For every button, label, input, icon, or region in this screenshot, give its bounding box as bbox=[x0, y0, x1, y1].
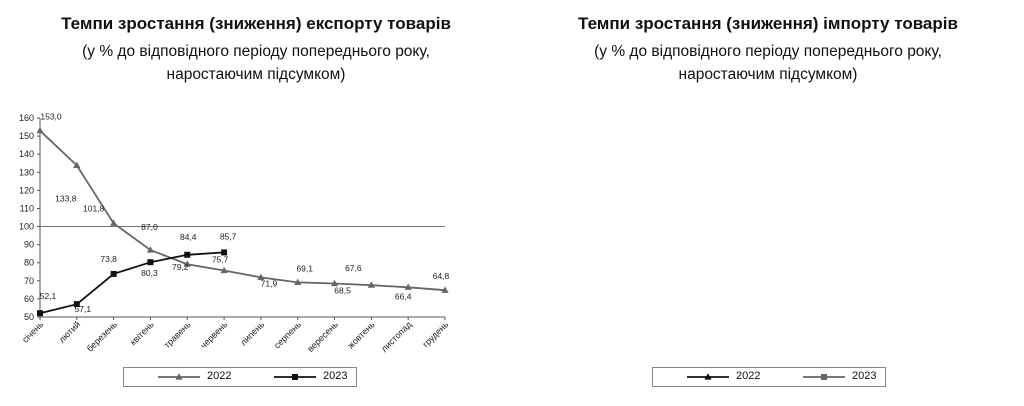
export-series-2022-point bbox=[73, 161, 81, 168]
export-series-2022-point bbox=[146, 246, 155, 253]
export-series-2022-data-label: 75,7 bbox=[212, 255, 229, 265]
export-series-2023-point bbox=[73, 301, 80, 308]
export-y-tick-label: 140 bbox=[19, 149, 34, 159]
export-series-2022-point bbox=[441, 286, 449, 293]
legend-item-2022: 2022 bbox=[653, 368, 769, 386]
export-series-2023-point bbox=[110, 270, 117, 277]
export-series-2023-point bbox=[147, 259, 154, 266]
import-chart-plot: 708090100110120130140150160січеньлютийбе… bbox=[512, 0, 1024, 406]
export-series-2022-data-label: 133,8 bbox=[55, 193, 77, 203]
legend-swatch-2022 bbox=[687, 373, 729, 380]
export-x-tick-label: березень bbox=[85, 319, 120, 354]
export-series-2022-point bbox=[294, 278, 302, 286]
import-chart-subtitle-line1: (у % до відповідного періоду попередньог… bbox=[594, 43, 942, 60]
export-series-2023-data-label: 52,1 bbox=[40, 291, 57, 301]
legend-swatch-marker bbox=[704, 373, 712, 380]
import-chart-subtitle-line2: наростаючим підсумком) bbox=[678, 66, 858, 83]
export-y-tick-label: 90 bbox=[24, 240, 34, 250]
export-x-tick-label: жовтень bbox=[345, 319, 377, 351]
import-chart-legend: 2022 2023 bbox=[652, 367, 886, 387]
export-y-tick-label: 50 bbox=[24, 312, 34, 322]
export-series-2022-data-label: 67,6 bbox=[345, 263, 362, 273]
export-y-tick-label: 80 bbox=[24, 258, 34, 268]
export-series-2022-point bbox=[367, 281, 375, 288]
export-series-2022-data-label: 68,5 bbox=[334, 286, 351, 296]
legend-item-2022: 2022 bbox=[124, 368, 240, 386]
export-y-tick-label: 70 bbox=[24, 276, 34, 286]
export-x-tick-label: липень bbox=[238, 319, 266, 347]
export-x-tick-label: червень bbox=[198, 319, 229, 350]
export-chart-title: Темпи зростання (зниження) експорту това… bbox=[61, 14, 451, 33]
export-series-2022-data-label: 153,0 bbox=[40, 112, 62, 122]
legend-swatch-2023 bbox=[803, 374, 845, 380]
legend-swatch-marker bbox=[821, 374, 827, 380]
export-series-2022-point bbox=[404, 283, 412, 290]
export-series-2022-point bbox=[183, 260, 191, 267]
export-y-tick-label: 160 bbox=[19, 113, 34, 123]
legend-label: 2023 bbox=[852, 370, 877, 382]
legend-label: 2022 bbox=[736, 370, 761, 382]
export-y-tick-label: 100 bbox=[19, 222, 34, 232]
export-series-2022-data-label: 79,2 bbox=[172, 262, 189, 272]
export-y-tick-label: 130 bbox=[19, 167, 34, 177]
export-y-tick-label: 110 bbox=[20, 203, 34, 213]
legend-item-2023: 2023 bbox=[240, 368, 356, 386]
legend-swatch-2023 bbox=[274, 374, 316, 380]
export-series-2022-data-label: 87,0 bbox=[141, 222, 158, 232]
export-series-2023-data-label: 85,7 bbox=[220, 231, 237, 241]
legend-label: 2023 bbox=[323, 370, 348, 382]
export-series-2023-line bbox=[39, 251, 225, 315]
legend-label: 2022 bbox=[207, 370, 232, 382]
export-y-tick-label: 60 bbox=[24, 294, 34, 304]
export-series-2022-point bbox=[257, 273, 265, 280]
export-x-tick-label: травень bbox=[162, 319, 193, 350]
export-chart-plot: 50 60 70 80 90 100 110 120 130 140 150 160 січень лют… bbox=[19, 112, 451, 354]
import-chart-panel: Темпи зростання (зниження) імпорту товар… bbox=[512, 0, 1024, 406]
export-series-2022-line bbox=[39, 130, 446, 292]
export-x-tick-label: серпень bbox=[272, 319, 303, 350]
export-series-2022-data-label: 66,4 bbox=[395, 291, 412, 301]
export-series-2023-point bbox=[37, 310, 43, 317]
export-series-2023-data-label: 84,4 bbox=[180, 232, 197, 242]
export-x-tick-label: лютий bbox=[57, 319, 82, 344]
import-chart-title: Темпи зростання (зниження) імпорту товар… bbox=[578, 14, 958, 33]
legend-swatch-marker bbox=[175, 373, 183, 380]
export-series-2022-point bbox=[36, 126, 44, 134]
export-series-2022-point bbox=[110, 219, 118, 226]
legend-swatch-marker bbox=[292, 374, 298, 380]
export-series-2023-data-label: 73,8 bbox=[100, 254, 117, 264]
export-x-tick-label: грудень bbox=[420, 319, 450, 349]
export-series-2022-data-label: 101,8 bbox=[83, 203, 105, 213]
export-series-2022-data-label: 69,1 bbox=[296, 263, 313, 273]
export-series-2022-data-label: 71,9 bbox=[261, 278, 278, 288]
export-series-2022-point bbox=[220, 266, 228, 274]
export-x-tick-label: вересень bbox=[305, 319, 340, 354]
export-y-tick-label: 120 bbox=[19, 185, 34, 195]
export-x-tick-label: січень bbox=[20, 319, 46, 345]
export-x-tick-label: квітень bbox=[128, 319, 156, 347]
export-series-2022-data-label: 64,8 bbox=[433, 271, 450, 281]
export-chart-legend: 2022 2023 bbox=[123, 367, 357, 387]
export-series-2023-point bbox=[184, 251, 191, 258]
export-series-2023-data-label: 80,3 bbox=[141, 268, 158, 278]
export-series-2023-point bbox=[221, 249, 228, 256]
export-chart-subtitle-line2: наростаючим підсумком) bbox=[166, 66, 346, 83]
export-x-tick-label: листопад bbox=[379, 319, 414, 354]
export-series-2022-point bbox=[330, 279, 339, 287]
legend-swatch-2022 bbox=[158, 373, 200, 380]
export-chart-subtitle-line1: (у % до відповідного періоду попередньог… bbox=[82, 43, 430, 60]
export-y-tick-label: 150 bbox=[19, 131, 34, 141]
export-series-2023-data-label: 57,1 bbox=[75, 304, 92, 314]
export-chart-panel: Темпи зростання (зниження) експорту това… bbox=[19, 14, 451, 387]
legend-item-2023: 2023 bbox=[769, 368, 885, 386]
